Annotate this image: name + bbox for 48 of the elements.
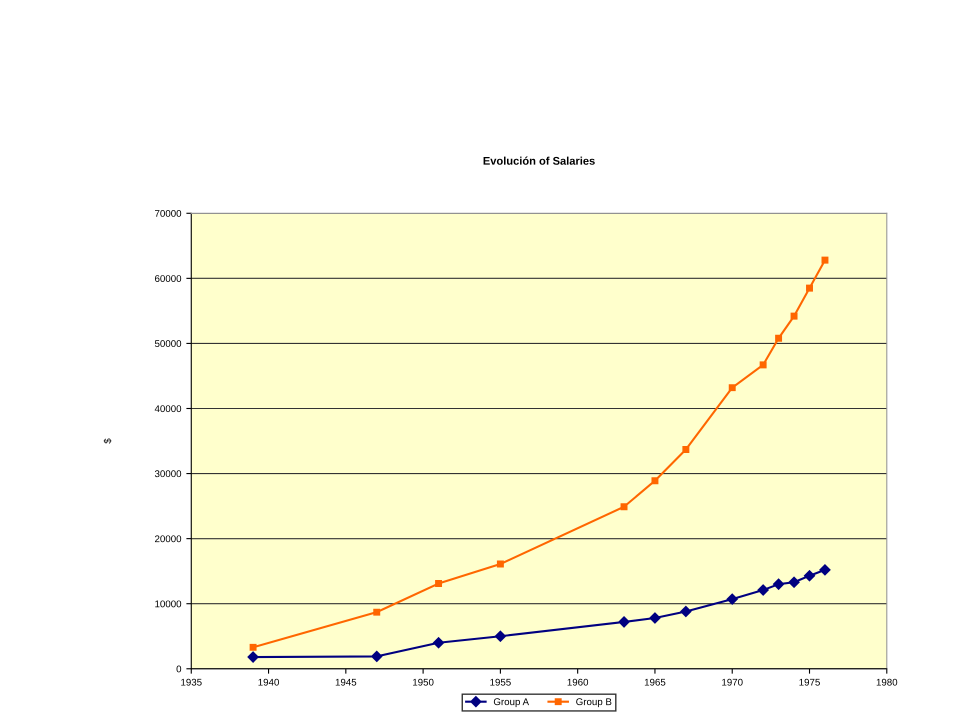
point — [726, 594, 738, 605]
y-tick-label: 10000 — [155, 600, 182, 608]
point — [247, 651, 259, 663]
x-tick-label: 1975 — [799, 678, 820, 686]
point — [649, 612, 661, 624]
point — [806, 284, 813, 292]
legend-label: Group A — [494, 698, 530, 708]
y-tick-label: 30000 — [154, 470, 182, 478]
x-tick-label: 1970 — [722, 678, 743, 686]
point — [775, 334, 782, 342]
y-tick-label: 0 — [176, 666, 182, 672]
y-tick-label: 20000 — [155, 535, 182, 542]
x-tick-label: 1945 — [336, 678, 356, 686]
x-tick-label: 1955 — [490, 678, 511, 686]
x-tick-label: 1965 — [644, 678, 666, 686]
point — [618, 616, 630, 628]
point — [788, 576, 800, 588]
point — [250, 644, 257, 651]
point — [496, 560, 504, 568]
x-tick-label: 1950 — [413, 678, 434, 686]
point — [760, 361, 767, 368]
point — [373, 608, 380, 616]
point — [758, 584, 769, 596]
y-tick-label: 70000 — [155, 210, 182, 217]
point — [435, 580, 442, 588]
y-axis-title: $ — [104, 438, 112, 444]
x-tick-label: 1940 — [258, 678, 279, 686]
point — [772, 578, 784, 590]
x-tick-label: 1935 — [181, 678, 202, 686]
legend-label: Group B — [576, 698, 612, 708]
point — [804, 570, 816, 582]
point — [432, 637, 444, 648]
point — [494, 630, 506, 642]
point — [819, 564, 831, 576]
point — [821, 256, 828, 264]
point — [651, 477, 658, 484]
point — [728, 384, 736, 392]
x-tick-label: 1980 — [876, 678, 898, 686]
point — [790, 312, 798, 320]
point — [680, 606, 692, 618]
y-tick-label: 40000 — [154, 405, 182, 412]
chart-title: Evolución of Salaries — [484, 156, 595, 165]
point — [682, 446, 690, 453]
x-tick-label: 1960 — [568, 678, 588, 686]
y-tick-label: 50000 — [154, 340, 182, 348]
point — [371, 650, 382, 662]
y-tick-label: 60000 — [155, 275, 182, 282]
point — [620, 503, 628, 510]
